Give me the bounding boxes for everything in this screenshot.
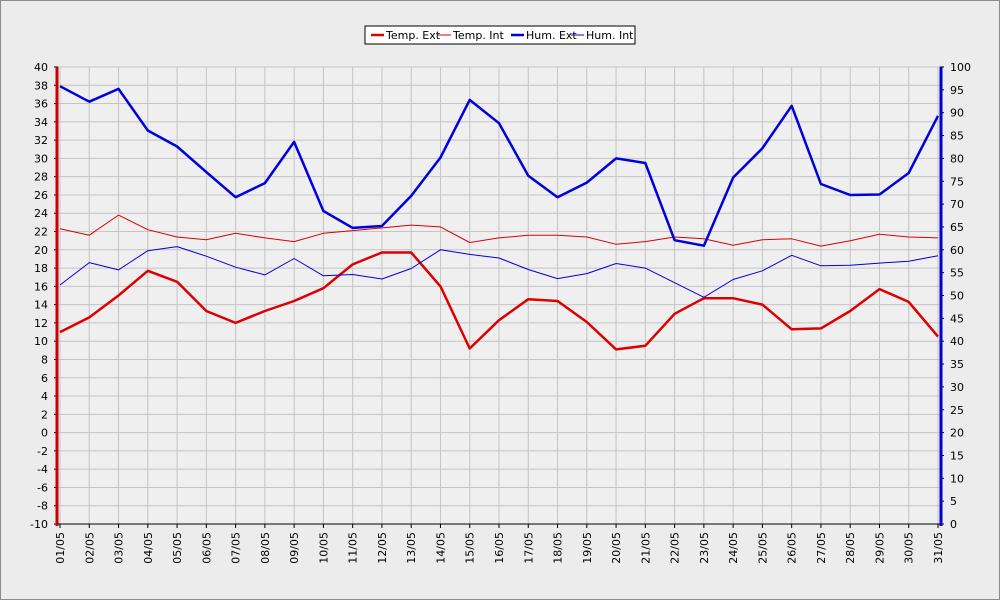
y-left-tick-label: 38 xyxy=(34,79,48,92)
y-left-tick-label: 16 xyxy=(34,280,48,293)
y-left-tick-label: 6 xyxy=(41,372,48,385)
x-tick-label: 22/05 xyxy=(669,532,682,564)
x-tick-label: 16/05 xyxy=(493,532,506,564)
y-right-tick-label: 20 xyxy=(950,427,964,440)
x-tick-label: 31/05 xyxy=(932,532,945,564)
series-line-temp-int xyxy=(59,214,939,247)
x-tick-label: 20/05 xyxy=(610,532,623,564)
tick-labels: -10-8-6-4-202468101214161820222426283032… xyxy=(30,61,971,564)
x-tick-label: 30/05 xyxy=(903,532,916,564)
x-tick-label: 19/05 xyxy=(581,532,594,564)
y-left-tick-label: 40 xyxy=(34,61,48,74)
y-right-tick-label: 45 xyxy=(950,312,964,325)
axes xyxy=(54,66,944,528)
y-left-tick-label: 30 xyxy=(34,152,48,165)
x-tick-label: 17/05 xyxy=(522,532,535,564)
y-right-tick-label: 95 xyxy=(950,84,964,97)
y-right-tick-label: 5 xyxy=(950,495,957,508)
y-left-tick-label: -10 xyxy=(30,518,48,531)
legend-label: Temp. Ext xyxy=(385,29,441,42)
y-left-tick-label: -4 xyxy=(37,463,48,476)
x-tick-label: 09/05 xyxy=(288,532,301,564)
x-tick-label: 03/05 xyxy=(113,532,126,564)
x-tick-label: 27/05 xyxy=(815,532,828,564)
y-left-tick-label: 12 xyxy=(34,317,48,330)
y-left-tick-label: 22 xyxy=(34,226,48,239)
x-tick-label: 28/05 xyxy=(844,532,857,564)
x-tick-label: 05/05 xyxy=(171,532,184,564)
x-tick-label: 24/05 xyxy=(727,532,740,564)
legend: Temp. Ext Temp. Int Hum. Ext Hum. Int xyxy=(364,25,636,45)
legend-label: Hum. Int xyxy=(586,29,634,42)
x-tick-label: 29/05 xyxy=(873,532,886,564)
series-lines xyxy=(59,85,940,351)
y-left-tick-label: 24 xyxy=(34,207,48,220)
x-tick-label: 25/05 xyxy=(756,532,769,564)
series-line-hum-ext xyxy=(59,85,940,247)
legend-label: Temp. Int xyxy=(452,29,505,42)
x-tick-label: 06/05 xyxy=(200,532,213,564)
x-tick-label: 12/05 xyxy=(376,532,389,564)
x-tick-label: 14/05 xyxy=(434,532,447,564)
legend-box xyxy=(364,25,636,45)
x-tick-label: 15/05 xyxy=(464,532,477,564)
y-right-tick-label: 50 xyxy=(950,290,964,303)
y-left-tick-label: 34 xyxy=(34,116,48,129)
y-right-tick-label: 10 xyxy=(950,472,964,485)
y-right-tick-label: 15 xyxy=(950,449,964,462)
y-left-tick-label: -2 xyxy=(37,445,48,458)
y-left-tick-label: 14 xyxy=(34,299,48,312)
y-left-tick-label: 18 xyxy=(34,262,48,275)
y-left-tick-label: 2 xyxy=(41,408,48,421)
y-left-tick-label: -8 xyxy=(37,500,48,513)
y-right-tick-label: 55 xyxy=(950,267,964,280)
series-line-hum-int xyxy=(59,246,939,298)
y-left-tick-label: 4 xyxy=(41,390,48,403)
x-tick-label: 02/05 xyxy=(83,532,96,564)
legend-label: Hum. Ext xyxy=(526,29,577,42)
x-tick-label: 04/05 xyxy=(142,532,155,564)
x-tick-label: 10/05 xyxy=(317,532,330,564)
y-right-tick-label: 25 xyxy=(950,404,964,417)
y-right-tick-label: 30 xyxy=(950,381,964,394)
y-right-tick-label: 0 xyxy=(950,518,957,531)
y-left-tick-label: 20 xyxy=(34,244,48,257)
x-tick-label: 13/05 xyxy=(405,532,418,564)
x-tick-label: 26/05 xyxy=(786,532,799,564)
y-left-tick-label: 10 xyxy=(34,335,48,348)
y-right-tick-label: 35 xyxy=(950,358,964,371)
y-right-tick-label: 75 xyxy=(950,175,964,188)
y-left-tick-label: 28 xyxy=(34,171,48,184)
y-left-tick-label: 32 xyxy=(34,134,48,147)
x-tick-label: 11/05 xyxy=(347,532,360,564)
x-tick-label: 21/05 xyxy=(639,532,652,564)
y-right-tick-label: 85 xyxy=(950,130,964,143)
x-tick-label: 07/05 xyxy=(230,532,243,564)
y-right-tick-label: 100 xyxy=(950,61,971,74)
y-right-tick-label: 70 xyxy=(950,198,964,211)
y-left-tick-label: 26 xyxy=(34,189,48,202)
y-right-tick-label: 40 xyxy=(950,335,964,348)
y-right-tick-label: 80 xyxy=(950,152,964,165)
grid xyxy=(58,66,940,525)
y-right-tick-label: 65 xyxy=(950,221,964,234)
y-left-tick-label: -6 xyxy=(37,481,48,494)
legend-items: Temp. Ext Temp. Int Hum. Ext Hum. Int xyxy=(371,29,634,42)
x-tick-label: 08/05 xyxy=(259,532,272,564)
series-line-temp-ext xyxy=(59,251,939,351)
y-right-tick-label: 60 xyxy=(950,244,964,257)
x-tick-label: 18/05 xyxy=(552,532,565,564)
x-tick-label: 23/05 xyxy=(698,532,711,564)
y-left-tick-label: 36 xyxy=(34,98,48,111)
y-left-tick-label: 0 xyxy=(41,427,48,440)
y-right-tick-label: 90 xyxy=(950,107,964,120)
y-left-tick-label: 8 xyxy=(41,353,48,366)
x-tick-label: 01/05 xyxy=(54,532,67,564)
